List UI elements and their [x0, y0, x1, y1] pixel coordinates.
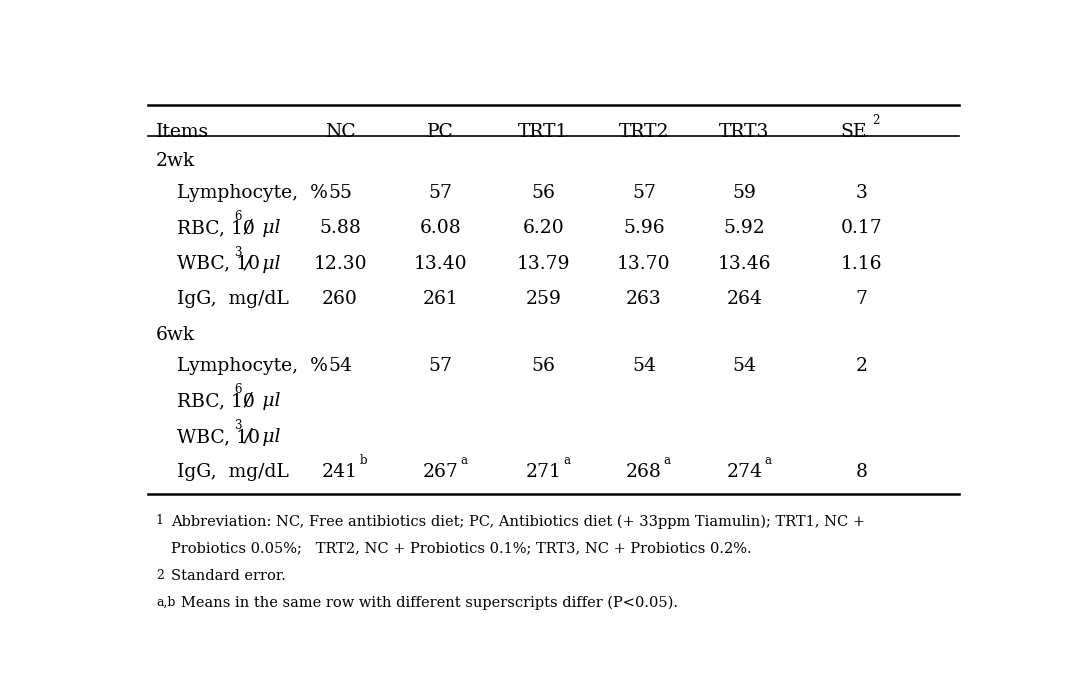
Text: 13.46: 13.46	[717, 254, 771, 273]
Text: 6.08: 6.08	[420, 219, 461, 237]
Text: 271: 271	[526, 463, 562, 481]
Text: 7: 7	[855, 290, 867, 308]
Text: 2wk: 2wk	[156, 153, 195, 170]
Text: 264: 264	[727, 290, 762, 308]
Text: PC: PC	[427, 123, 454, 141]
Text: 56: 56	[531, 357, 555, 375]
Text: Means in the same row with different superscripts differ (P<0.05).: Means in the same row with different sup…	[181, 596, 678, 610]
Text: 261: 261	[422, 290, 458, 308]
Text: WBC, 10: WBC, 10	[177, 254, 260, 273]
Text: 56: 56	[531, 184, 555, 201]
Text: 5.92: 5.92	[724, 219, 766, 237]
Text: /  μl: / μl	[244, 219, 281, 237]
Text: Lymphocyte,  %: Lymphocyte, %	[177, 184, 327, 201]
Text: 6wk: 6wk	[156, 325, 195, 344]
Text: SE: SE	[840, 123, 866, 141]
Text: WBC, 10: WBC, 10	[177, 428, 260, 446]
Text: 1: 1	[156, 514, 164, 527]
Text: Lymphocyte,  %: Lymphocyte, %	[177, 357, 327, 375]
Text: 0.17: 0.17	[840, 219, 882, 237]
Text: Items: Items	[156, 123, 210, 141]
Text: TRT1: TRT1	[518, 123, 569, 141]
Text: RBC, 10: RBC, 10	[177, 393, 255, 410]
Text: Abbreviation: NC, Free antibiotics diet; PC, Antibiotics diet (+ 33ppm Tiamulin): Abbreviation: NC, Free antibiotics diet;…	[171, 514, 865, 529]
Text: a: a	[460, 454, 468, 467]
Text: /  μl: / μl	[244, 254, 281, 273]
Text: /  μl: / μl	[244, 428, 281, 446]
Text: /  μl: / μl	[244, 393, 281, 410]
Text: 5.96: 5.96	[623, 219, 664, 237]
Text: NC: NC	[325, 123, 355, 141]
Text: 54: 54	[632, 357, 656, 375]
Text: 263: 263	[626, 290, 662, 308]
Text: 2: 2	[873, 114, 880, 127]
Text: Standard error.: Standard error.	[171, 569, 286, 582]
Text: Probiotics 0.05%;   TRT2, NC + Probiotics 0.1%; TRT3, NC + Probiotics 0.2%.: Probiotics 0.05%; TRT2, NC + Probiotics …	[171, 541, 752, 555]
Text: b: b	[360, 454, 367, 467]
Text: 274: 274	[727, 463, 762, 481]
Text: 2: 2	[855, 357, 867, 375]
Text: 268: 268	[626, 463, 662, 481]
Text: 5.88: 5.88	[319, 219, 361, 237]
Text: 57: 57	[632, 184, 656, 201]
Text: IgG,  mg/dL: IgG, mg/dL	[177, 463, 288, 481]
Text: 13.79: 13.79	[516, 254, 570, 273]
Text: TRT2: TRT2	[619, 123, 670, 141]
Text: TRT3: TRT3	[719, 123, 770, 141]
Text: 57: 57	[429, 184, 453, 201]
Text: 55: 55	[328, 184, 352, 201]
Text: 3: 3	[855, 184, 867, 201]
Text: a: a	[663, 454, 671, 467]
Text: RBC, 10: RBC, 10	[177, 219, 255, 237]
Text: 1.16: 1.16	[840, 254, 882, 273]
Text: 54: 54	[732, 357, 756, 375]
Text: IgG,  mg/dL: IgG, mg/dL	[177, 290, 288, 308]
Text: 2: 2	[156, 569, 164, 582]
Text: 12.30: 12.30	[313, 254, 367, 273]
Text: 267: 267	[422, 463, 458, 481]
Text: 6.20: 6.20	[523, 219, 565, 237]
Text: 260: 260	[322, 290, 357, 308]
Text: 13.70: 13.70	[617, 254, 671, 273]
Text: 3: 3	[234, 419, 242, 432]
Text: a: a	[563, 454, 570, 467]
Text: 259: 259	[526, 290, 562, 308]
Text: 54: 54	[328, 357, 352, 375]
Text: 241: 241	[322, 463, 357, 481]
Text: 13.40: 13.40	[414, 254, 468, 273]
Text: 59: 59	[732, 184, 756, 201]
Text: a,b: a,b	[156, 596, 175, 609]
Text: 3: 3	[234, 245, 242, 258]
Text: 57: 57	[429, 357, 453, 375]
Text: 8: 8	[855, 463, 867, 481]
Text: a: a	[764, 454, 771, 467]
Text: 6: 6	[234, 210, 242, 223]
Text: 6: 6	[234, 383, 242, 397]
